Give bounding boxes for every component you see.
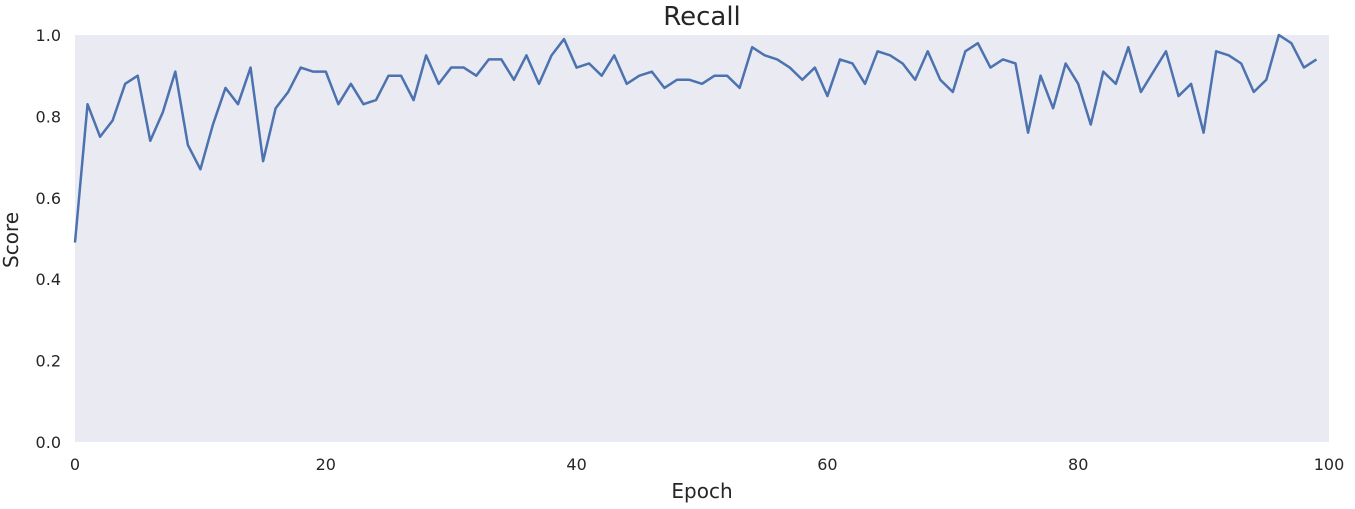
y-tick-label: 0.4 <box>36 270 61 289</box>
plot-area <box>75 35 1329 442</box>
x-tick-labels: 0 20 40 60 80 100 <box>70 455 1344 474</box>
y-tick-label: 0.6 <box>36 189 61 208</box>
x-tick-label: 0 <box>70 455 80 474</box>
x-axis-label: Epoch <box>671 479 732 503</box>
y-tick-labels: 0.0 0.2 0.4 0.6 0.8 1.0 <box>36 26 61 452</box>
y-tick-label: 1.0 <box>36 26 61 45</box>
y-axis-label: Score <box>0 212 23 268</box>
y-tick-label: 0.2 <box>36 352 61 371</box>
y-tick-label: 0.8 <box>36 107 61 126</box>
line-layer <box>73 33 1318 243</box>
x-tick-label: 40 <box>566 455 586 474</box>
y-tick-label: 0.0 <box>36 433 61 452</box>
series-line <box>73 33 1318 243</box>
x-tick-label: 80 <box>1068 455 1088 474</box>
chart-title: Recall <box>663 2 741 32</box>
x-tick-label: 100 <box>1314 455 1345 474</box>
x-tick-label: 60 <box>817 455 837 474</box>
x-tick-label: 20 <box>316 455 336 474</box>
